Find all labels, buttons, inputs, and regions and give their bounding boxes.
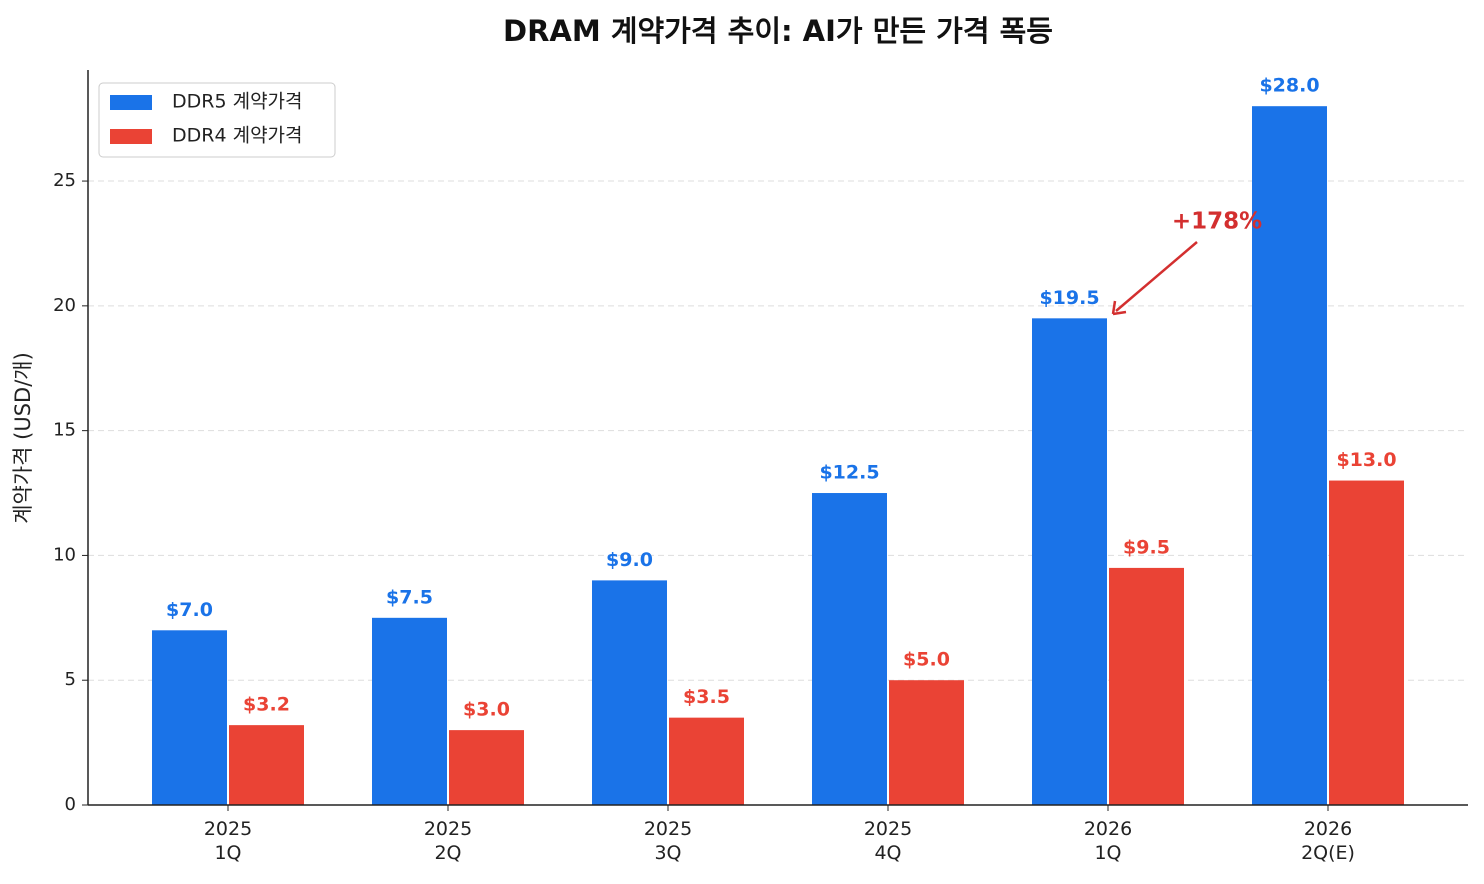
y-axis-label: 계약가격 (USD/개) (11, 352, 35, 524)
value-label: $5.0 (903, 649, 950, 671)
bar (1329, 480, 1404, 805)
y-tick-label: 10 (53, 544, 76, 565)
bar (1252, 106, 1327, 805)
y-tick-label: 15 (53, 420, 76, 441)
legend-box (98, 82, 336, 158)
x-tick-label: 2025 2Q (423, 818, 473, 864)
chart-title: DRAM 계약가격 추이: AI가 만든 가격 폭등 (503, 14, 1053, 48)
legend-label: DDR5 계약가격 (172, 91, 303, 113)
x-tick-label: 2026 2Q(E) (1301, 818, 1355, 864)
value-label: $12.5 (819, 462, 879, 484)
bar (812, 493, 887, 805)
annotation-arrowhead (1111, 300, 1127, 316)
bar (229, 725, 304, 805)
y-tick-label: 25 (53, 170, 76, 191)
x-tick-label: 2025 1Q (203, 818, 253, 864)
annotation-arrow (1115, 241, 1198, 312)
bar (152, 630, 227, 805)
value-label: $7.5 (386, 586, 433, 608)
y-tick-label: 0 (65, 794, 76, 815)
bar (592, 580, 667, 805)
bar (449, 730, 524, 805)
value-label: $9.5 (1123, 536, 1170, 558)
bar (889, 680, 964, 805)
value-label: $28.0 (1259, 75, 1319, 97)
value-label: $3.2 (243, 694, 290, 716)
x-tick-label: 2025 4Q (863, 818, 913, 864)
value-label: $3.0 (463, 699, 510, 721)
bar (372, 617, 447, 805)
x-tick-label: 2025 3Q (643, 818, 693, 864)
bar (669, 717, 744, 805)
legend-label: DDR4 계약가격 (172, 125, 303, 147)
value-label: $3.5 (683, 686, 730, 708)
y-tick-label: 20 (53, 295, 76, 316)
legend-swatch (110, 95, 152, 110)
legend-swatch (110, 129, 152, 144)
bar (1109, 567, 1184, 805)
value-label: $13.0 (1336, 449, 1396, 471)
value-label: $19.5 (1039, 287, 1099, 309)
value-label: $9.0 (606, 549, 653, 571)
x-tick-label: 2026 1Q (1083, 818, 1133, 864)
value-label: $7.0 (166, 599, 213, 621)
bar (1032, 318, 1107, 805)
y-tick-label: 5 (65, 669, 76, 690)
annotation: +178% (1172, 209, 1262, 235)
